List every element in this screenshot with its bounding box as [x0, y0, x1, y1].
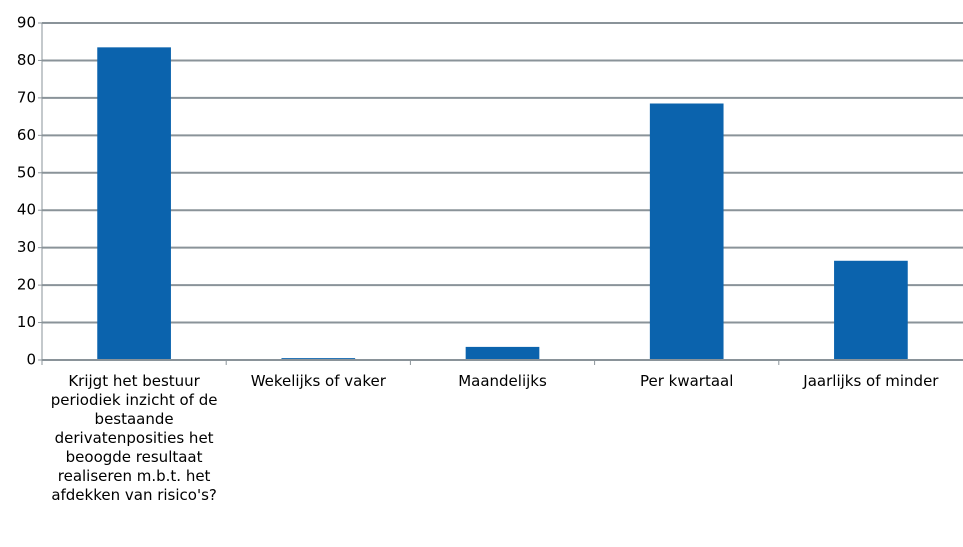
x-tick-label: Per kwartaal — [639, 372, 734, 390]
y-tick-label: 40 — [17, 201, 36, 219]
y-tick-label: 70 — [17, 88, 36, 106]
y-tick-label: 60 — [17, 126, 36, 144]
bar — [97, 47, 171, 360]
bar — [465, 346, 540, 360]
bar — [649, 103, 724, 360]
y-tick-label: 30 — [17, 238, 36, 256]
y-tick-label: 0 — [26, 351, 36, 369]
y-tick-label: 50 — [17, 163, 36, 181]
y-tick-label: 80 — [17, 51, 36, 69]
x-tick-label: Krijgt het bestuur periodiek inzicht of … — [50, 372, 218, 504]
bar — [834, 260, 908, 360]
x-tick-label: Wekelijks of vaker — [250, 372, 386, 390]
y-tick-label: 10 — [17, 313, 36, 331]
x-tick-label: Maandelijks — [458, 372, 547, 390]
y-tick-label: 20 — [17, 276, 36, 294]
x-tick-label: Jaarlijks of minder — [803, 372, 939, 390]
y-tick-label: 90 — [17, 14, 36, 32]
